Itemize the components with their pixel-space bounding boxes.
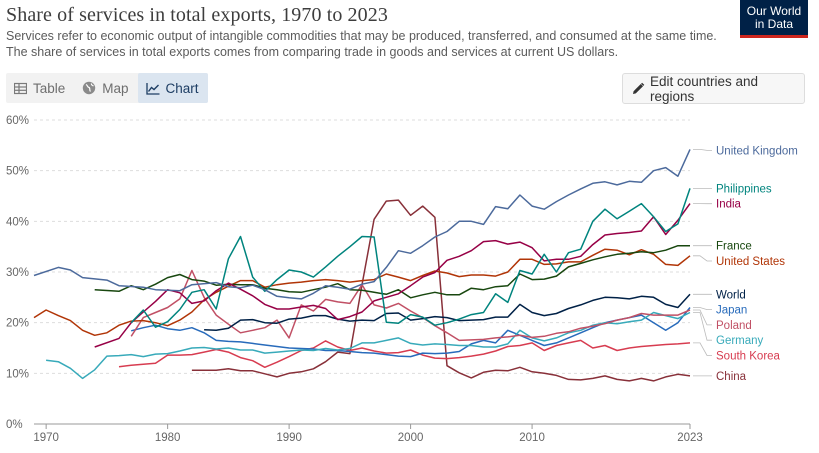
series-label-south-korea: South Korea <box>716 350 781 362</box>
x-tick-label: 1980 <box>155 432 181 444</box>
series-label-world: World <box>716 289 746 301</box>
series-label-united-kingdom: United Kingdom <box>716 145 798 157</box>
series-line-india <box>94 203 691 348</box>
tab-table-label: Table <box>33 80 66 96</box>
series-line-south-korea <box>118 339 691 369</box>
logo-line-2: in Data <box>754 16 794 31</box>
globe-icon <box>82 81 96 95</box>
x-tick-label: 2023 <box>677 432 703 444</box>
pencil-icon <box>631 82 645 96</box>
chart-subtitle: Services refer to economic output of int… <box>6 29 717 59</box>
x-tick-label: 2000 <box>398 432 424 444</box>
line-chart-icon <box>145 82 160 95</box>
y-tick-label: 0% <box>6 419 23 431</box>
label-connector <box>693 312 712 341</box>
tab-map[interactable]: Map <box>74 73 137 103</box>
y-tick-label: 50% <box>6 166 29 178</box>
x-tick-label: 2010 <box>519 432 545 444</box>
tab-table[interactable]: Table <box>6 73 74 103</box>
series-line-world <box>204 293 691 332</box>
x-tick-label: 1990 <box>276 432 302 444</box>
series-line-germany <box>46 311 691 380</box>
y-tick-label: 20% <box>6 318 29 330</box>
y-tick-label: 60% <box>6 115 29 127</box>
label-connector <box>693 342 712 356</box>
y-tick-label: 30% <box>6 267 29 279</box>
series-label-united-states: United States <box>716 256 785 268</box>
series-line-china <box>191 199 691 382</box>
edit-countries-button[interactable]: Edit countries and regions <box>622 73 805 104</box>
series-line-philippines <box>130 188 691 328</box>
y-tick-label: 40% <box>6 216 29 228</box>
series-label-philippines: Philippines <box>716 183 772 195</box>
series-line-united-states <box>33 248 691 337</box>
edit-countries-label: Edit countries and regions <box>650 73 759 104</box>
view-tabs: Table Map Chart <box>6 73 208 103</box>
series-label-germany: Germany <box>716 335 764 347</box>
tab-chart-label: Chart <box>165 80 199 96</box>
label-connector <box>693 255 712 262</box>
tab-chart[interactable]: Chart <box>137 73 208 103</box>
series-label-japan: Japan <box>716 305 747 317</box>
series-label-poland: Poland <box>716 320 752 332</box>
x-tick-label: 1970 <box>33 432 59 444</box>
series-line-france <box>94 244 690 299</box>
series-label-china: China <box>716 371 747 383</box>
tab-map-label: Map <box>102 80 129 96</box>
logo-line-1: Our World <box>746 4 802 18</box>
series-line-united-kingdom <box>33 149 691 300</box>
label-connector <box>693 307 712 310</box>
y-tick-label: 10% <box>6 368 29 380</box>
label-connector <box>693 309 712 326</box>
series-line-poland <box>130 269 691 342</box>
series-label-france: France <box>716 241 752 253</box>
label-connector <box>693 149 712 151</box>
chart-title: Share of services in total exports, 1970… <box>6 4 388 26</box>
series-label-india: India <box>716 199 742 211</box>
table-icon <box>14 82 27 95</box>
owid-logo[interactable]: Our World in Data <box>740 0 808 38</box>
